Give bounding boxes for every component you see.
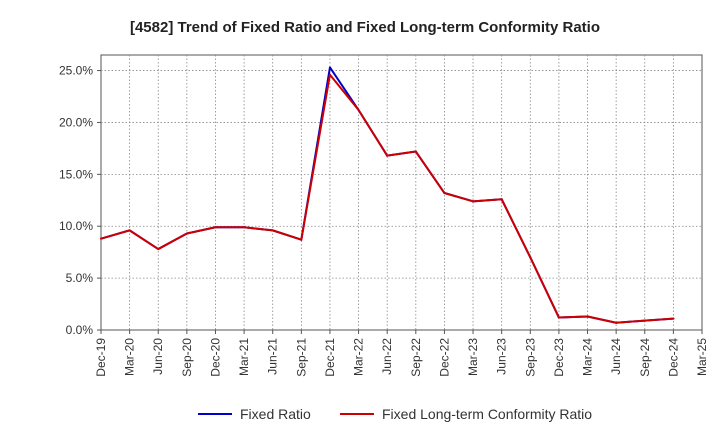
data-point-series-2	[357, 109, 360, 111]
x-tick-label: Jun-20	[151, 338, 165, 375]
x-tick-label: Jun-24	[609, 338, 623, 375]
x-tick-label: Dec-21	[323, 338, 337, 377]
y-tick-label: 0.0%	[66, 323, 94, 337]
y-tick-label: 20.0%	[59, 115, 93, 129]
data-point-series-2	[300, 238, 303, 241]
data-point-series-2	[643, 319, 646, 322]
x-tick-label: Mar-25	[695, 338, 709, 376]
data-point-series-2	[414, 150, 417, 153]
x-tick-label: Sep-21	[294, 338, 308, 377]
x-tick-label: Sep-23	[523, 338, 537, 377]
data-point-series-2	[214, 226, 217, 229]
y-tick-label: 5.0%	[66, 271, 94, 285]
data-point-series-2	[328, 73, 331, 76]
data-point-series-2	[672, 317, 675, 320]
data-point-series-2	[185, 232, 188, 235]
y-tick-label: 15.0%	[59, 167, 93, 181]
data-point-series-2	[615, 321, 618, 324]
x-tick-label: Sep-22	[409, 338, 423, 377]
data-point-series-2	[529, 256, 532, 259]
x-tick-label: Mar-24	[581, 338, 595, 376]
x-tick-label: Sep-24	[638, 338, 652, 377]
legend-label-2: Fixed Long-term Conformity Ratio	[382, 406, 592, 422]
data-point-series-2	[443, 192, 446, 195]
x-tick-label: Mar-22	[352, 338, 366, 376]
x-tick-label: Mar-23	[466, 338, 480, 376]
legend-label-1: Fixed Ratio	[240, 406, 311, 422]
data-point-series-2	[243, 226, 246, 229]
x-tick-label: Sep-20	[180, 338, 194, 377]
y-tick-label: 25.0%	[59, 64, 93, 78]
x-tick-label: Dec-23	[552, 338, 566, 377]
x-tick-label: Dec-20	[208, 338, 222, 377]
y-tick-label: 10.0%	[59, 219, 93, 233]
data-point-series-2	[100, 237, 102, 240]
data-point-series-2	[586, 315, 589, 318]
x-tick-label: Mar-21	[237, 338, 251, 376]
x-tick-label: Jun-22	[380, 338, 394, 375]
x-tick-label: Dec-22	[437, 338, 451, 377]
data-point-series-2	[557, 316, 560, 319]
chart-title: [4582] Trend of Fixed Ratio and Fixed Lo…	[130, 19, 600, 36]
data-point-series-2	[472, 200, 475, 203]
data-point-series-2	[386, 154, 389, 157]
x-tick-label: Jun-21	[266, 338, 280, 375]
data-point-series-2	[157, 248, 160, 251]
x-tick-label: Jun-23	[495, 338, 509, 375]
x-tick-label: Mar-20	[123, 338, 137, 376]
data-point-series-2	[271, 229, 274, 232]
plot-area	[100, 54, 703, 331]
data-point-series-2	[500, 198, 503, 201]
x-tick-label: Dec-24	[666, 338, 680, 377]
x-tick-label: Dec-19	[94, 338, 108, 377]
data-point-series-1	[328, 66, 331, 69]
data-point-series-2	[128, 229, 131, 232]
